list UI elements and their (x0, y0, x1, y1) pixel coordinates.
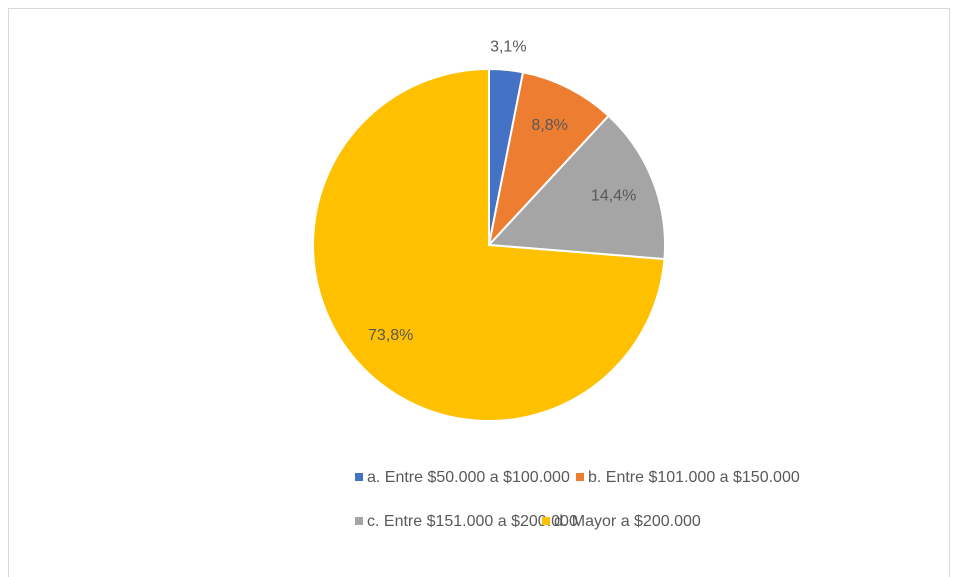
legend-label: d. Mayor a $200.000 (554, 513, 701, 530)
pie-slice (487, 71, 610, 249)
data-label: 14,4% (591, 188, 636, 205)
data-label: 8,8% (531, 117, 567, 134)
legend-swatch (576, 473, 584, 481)
legend-label: c. Entre $151.000 a $200.000 (367, 513, 578, 530)
data-label: 73,8% (368, 327, 413, 344)
legend-swatch (355, 473, 363, 481)
pie-slice (312, 67, 666, 422)
legend-label: b. Entre $101.000 a $150.000 (588, 469, 800, 486)
legend-swatch (355, 517, 363, 525)
pie-slice (486, 114, 666, 261)
data-label: 3,1% (490, 38, 526, 55)
legend-swatch (542, 517, 550, 525)
legend-label: a. Entre $50.000 a $100.000 (367, 469, 570, 486)
